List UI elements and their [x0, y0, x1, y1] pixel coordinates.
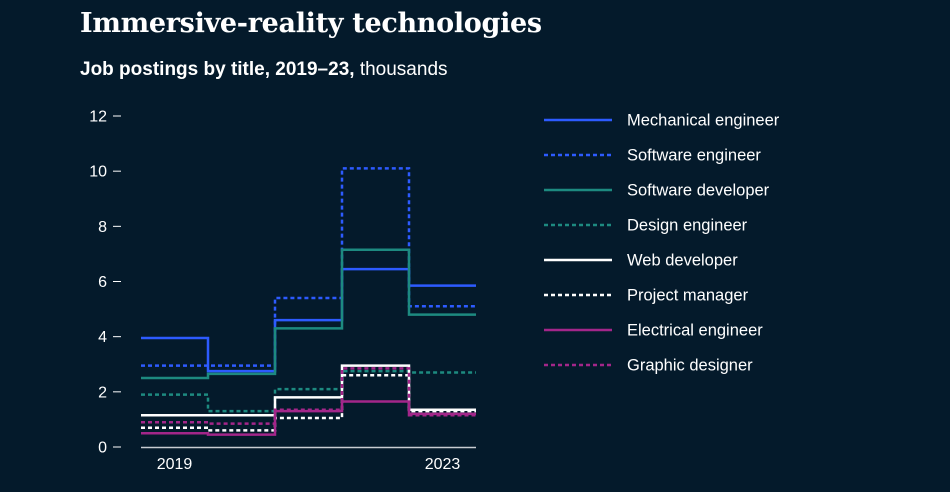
legend-item: Software engineer	[544, 147, 761, 165]
legend-label: Software developer	[627, 182, 770, 200]
chart-subtitle-unit: thousands	[354, 59, 448, 80]
y-tick-label: 2	[98, 384, 107, 401]
legend-label: Web developer	[627, 252, 738, 270]
y-tick-label: 6	[98, 274, 107, 291]
series-line-project-manager	[141, 374, 476, 432]
series-line-mechanical-engineer	[141, 267, 476, 373]
y-tick-label: 4	[98, 329, 107, 346]
legend-label: Graphic designer	[627, 357, 753, 375]
legend-label: Electrical engineer	[627, 322, 763, 340]
series-line-electrical-engineer	[141, 400, 476, 436]
y-tick-label: 12	[89, 109, 107, 126]
legend-item: Software developer	[544, 182, 770, 200]
legend-item: Mechanical engineer	[544, 112, 780, 130]
chart-subtitle-main: Job postings by title, 2019–23,	[80, 59, 355, 80]
x-tick-label: 2019	[157, 456, 193, 473]
chart-title: Immersive-reality technologies	[80, 8, 542, 39]
legend-label: Design engineer	[627, 217, 748, 235]
y-tick-label: 8	[98, 219, 107, 236]
legend: Mechanical engineer Software engineer Soft…	[544, 112, 780, 375]
y-axis: 0 2 4 6 8 10 12	[89, 109, 121, 457]
legend-item: Web developer	[544, 252, 738, 270]
series-layer	[141, 167, 476, 436]
series-line-graphic-designer	[141, 367, 476, 425]
x-axis: 2019 2023	[157, 456, 461, 473]
legend-item: Design engineer	[544, 217, 748, 235]
legend-label: Mechanical engineer	[627, 112, 780, 130]
legend-label: Project manager	[627, 287, 749, 305]
legend-item: Project manager	[544, 287, 749, 305]
legend-item: Electrical engineer	[544, 322, 763, 340]
x-tick-label: 2023	[425, 456, 461, 473]
y-tick-label: 10	[89, 164, 107, 181]
y-tick-label: 0	[98, 440, 107, 457]
legend-item: Graphic designer	[544, 357, 753, 375]
series-line-software-engineer	[141, 167, 476, 367]
series-line-web-developer	[141, 364, 476, 417]
legend-label: Software engineer	[627, 147, 761, 165]
series-line-software-developer	[141, 248, 476, 380]
chart-subtitle: Job postings by title, 2019–23, thousand…	[80, 59, 448, 81]
